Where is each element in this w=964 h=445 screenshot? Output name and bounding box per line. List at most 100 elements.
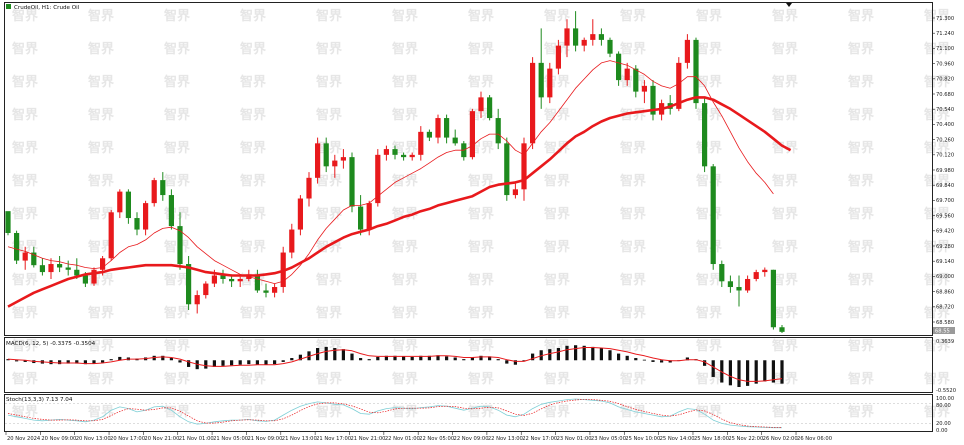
macd-histogram-bar: [66, 360, 70, 364]
watermark-text: 智界: [164, 107, 190, 123]
watermark-text: 智界: [316, 140, 342, 156]
candle-bearish: [125, 191, 131, 219]
watermark-text: 智界: [240, 206, 266, 222]
time-tick-label: 22 Nov 01:00: [385, 436, 420, 442]
watermark-text: 智界: [544, 107, 570, 123]
chart-shift-icon[interactable]: [786, 3, 792, 7]
macd-histogram-bar: [574, 345, 578, 361]
candle-bullish: [530, 62, 536, 144]
watermark-text: 智界: [164, 272, 190, 288]
macd-histogram-bar: [668, 360, 672, 363]
candle-bullish: [521, 143, 527, 190]
watermark-text: 智界: [392, 41, 418, 57]
price-tick-label: 70.400: [936, 122, 954, 128]
price-tick-label: 69.280: [936, 244, 954, 250]
candle-bullish: [108, 212, 114, 259]
macd-histogram-bar: [505, 360, 509, 364]
macd-histogram-bar: [187, 360, 191, 367]
stoch-scale-80: 80.00: [936, 403, 951, 409]
macd-histogram-bar: [341, 349, 345, 361]
watermark-text: 智界: [240, 338, 266, 354]
watermark-text: 智界: [848, 305, 874, 321]
candle-bullish: [745, 278, 751, 291]
watermark-text: 智界: [924, 305, 950, 321]
time-tick-label: 21 Nov 17:00: [316, 436, 351, 442]
candle-bearish: [5, 211, 11, 233]
watermark-text: 智界: [316, 305, 342, 321]
candle-bearish: [160, 180, 166, 196]
candle-bearish: [573, 28, 579, 46]
candle-bearish: [426, 131, 432, 138]
watermark-text: 智界: [316, 206, 342, 222]
macd-histogram-bar: [599, 348, 603, 361]
watermark-text: 智界: [88, 107, 114, 123]
candle-bearish: [607, 39, 613, 54]
stoch-title: Stoch(13,3,3) 7.13 7.04: [6, 397, 73, 403]
watermark-text: 智界: [12, 272, 38, 288]
candle-bearish: [186, 264, 192, 305]
macd-histogram-bar: [178, 360, 182, 363]
watermark-text: 智界: [164, 404, 190, 420]
watermark-text: 智界: [164, 173, 190, 189]
candle-bullish: [117, 191, 123, 213]
watermark-text: 智界: [468, 338, 494, 354]
time-tick-label: 21 Nov 21:00: [350, 436, 385, 442]
watermark-text: 智界: [392, 272, 418, 288]
watermark-text: 智界: [88, 173, 114, 189]
watermark-text: 智界: [848, 272, 874, 288]
macd-title: MACD(6, 12, 5) -0.3375 -0.3504: [6, 341, 96, 347]
watermark-text: 智界: [240, 107, 266, 123]
watermark-text: 智界: [620, 371, 646, 387]
price-tick-label: 68.580: [936, 320, 954, 326]
watermark-text: 智界: [772, 239, 798, 255]
watermark-text: 智界: [468, 41, 494, 57]
macd-histogram-bar: [625, 355, 629, 361]
price-tick-label: 70.260: [936, 137, 954, 143]
watermark-text: 智界: [240, 173, 266, 189]
ma-fast-line: [7, 60, 774, 285]
time-axis: 20 Nov 2024 20 Nov 09:00 20 Nov 13:00 20 No…: [5, 432, 832, 442]
macd-histogram-bar: [316, 348, 320, 361]
macd-panel[interactable]: [4, 337, 933, 393]
candle-bullish: [194, 295, 200, 305]
price-tick-label: 69.840: [936, 183, 954, 189]
macd-histogram-bar: [479, 355, 483, 361]
watermark-text: 智界: [12, 173, 38, 189]
candle-bearish: [779, 327, 785, 332]
candle-bullish: [383, 149, 389, 155]
watermark-text: 智界: [164, 371, 190, 387]
macd-histogram-bar: [58, 360, 62, 365]
watermark-text: 智界: [924, 371, 950, 387]
watermark-text: 智界: [848, 338, 874, 354]
ma-slow-line: [7, 96, 792, 308]
macd-histogram-bar: [238, 360, 242, 365]
macd-histogram-bar: [290, 358, 294, 361]
macd-histogram-bar: [470, 357, 474, 361]
stoch-panel[interactable]: [4, 394, 933, 432]
watermark-text: 智界: [240, 371, 266, 387]
watermark-text: 智界: [164, 41, 190, 57]
watermark-text: 智界: [544, 140, 570, 156]
watermark-text: 智界: [316, 107, 342, 123]
chart-title: CrudeOil, H1: Crude Oil: [6, 4, 80, 11]
watermark-text: 智界: [468, 8, 494, 24]
watermark-text: 智界: [772, 272, 798, 288]
macd-histogram-bar: [152, 355, 156, 361]
macd-scale-top: 0.3639: [936, 339, 954, 345]
candle-bullish: [315, 143, 321, 178]
watermark-text: 智界: [468, 173, 494, 189]
macd-histogram-bar: [427, 355, 431, 361]
watermark-text: 智界: [772, 74, 798, 90]
main-price-panel[interactable]: [4, 2, 933, 336]
watermark-text: 智界: [544, 404, 570, 420]
candle-bearish: [452, 137, 458, 144]
macd-histogram-bar: [642, 359, 646, 361]
candle-bullish: [590, 34, 596, 40]
candle-bullish: [684, 39, 690, 63]
watermark-text: 智界: [240, 74, 266, 90]
watermark-text: 智界: [620, 140, 646, 156]
candle-bearish: [736, 287, 742, 291]
